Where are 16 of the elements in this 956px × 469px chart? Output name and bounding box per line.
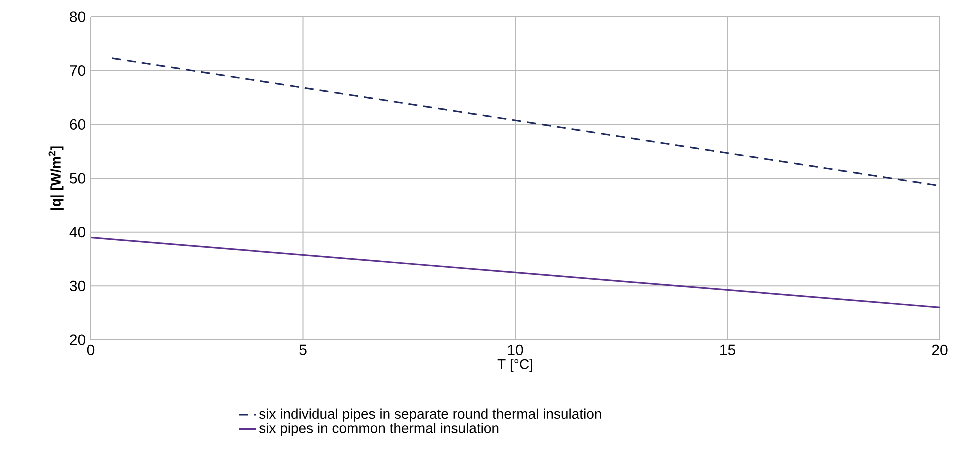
y-tick-label: 70 — [70, 66, 86, 76]
y-tick-label: 40 — [70, 227, 86, 238]
x-tick-label: 15 — [720, 344, 736, 356]
y-tick-label: 20 — [70, 334, 86, 346]
y-tick-label: 30 — [70, 280, 86, 292]
y-axis-title: |q| [W/m$^{2}$] — [48, 146, 64, 210]
legend-label: six pipes in common thermal insulation — [260, 423, 499, 436]
x-tick-label: 10 — [508, 344, 524, 356]
legend-label: six individual pipes in separate round thermal insulation — [260, 408, 602, 422]
x-tick-label: 0 — [87, 344, 95, 356]
x-tick-label: 5 — [300, 344, 307, 356]
y-tick-label: 80 — [70, 12, 86, 22]
y-tick-label: 50 — [70, 173, 86, 184]
x-axis-title: T [°C] — [498, 359, 532, 372]
y-tick-label: 60 — [70, 119, 86, 130]
x-tick-label: 20 — [932, 344, 948, 356]
